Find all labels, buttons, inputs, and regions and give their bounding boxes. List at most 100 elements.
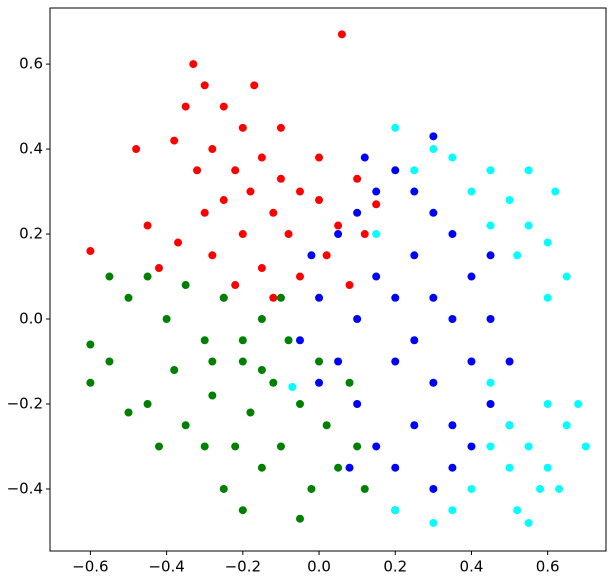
- point: [345, 378, 354, 387]
- point: [372, 442, 381, 451]
- point: [467, 442, 476, 451]
- point: [276, 293, 285, 302]
- point: [307, 484, 316, 493]
- point: [295, 336, 304, 345]
- y-tick-label: −0.4: [7, 479, 43, 497]
- point: [269, 293, 278, 302]
- point: [429, 293, 438, 302]
- point: [543, 293, 552, 302]
- point: [257, 315, 266, 324]
- point: [284, 230, 293, 239]
- point: [505, 196, 514, 205]
- point: [467, 187, 476, 196]
- point: [181, 281, 190, 290]
- point: [200, 336, 209, 345]
- point: [429, 518, 438, 527]
- point: [322, 421, 331, 430]
- point: [360, 484, 369, 493]
- point: [143, 272, 152, 281]
- point: [295, 187, 304, 196]
- point: [334, 463, 343, 472]
- point: [391, 506, 400, 515]
- y-tick-label: −0.2: [7, 394, 43, 412]
- point: [486, 442, 495, 451]
- point: [410, 251, 419, 260]
- point: [448, 315, 457, 324]
- x-tick-label: 0.0: [307, 558, 331, 576]
- point: [200, 208, 209, 217]
- x-tick-label: 0.6: [536, 558, 560, 576]
- point: [410, 336, 419, 345]
- point: [193, 166, 202, 175]
- point: [315, 293, 324, 302]
- point: [562, 421, 571, 430]
- point: [124, 408, 133, 417]
- point: [467, 357, 476, 366]
- point: [246, 408, 255, 417]
- point: [448, 506, 457, 515]
- point: [448, 153, 457, 162]
- point: [295, 514, 304, 523]
- point: [524, 166, 533, 175]
- y-tick-label: 0.2: [19, 225, 43, 243]
- point: [391, 357, 400, 366]
- point: [467, 484, 476, 493]
- point: [143, 221, 152, 230]
- point: [410, 421, 419, 430]
- point: [448, 463, 457, 472]
- point: [86, 378, 95, 387]
- x-tick-label: −0.2: [225, 558, 261, 576]
- point: [219, 196, 228, 205]
- point: [391, 123, 400, 132]
- point: [486, 315, 495, 324]
- point: [269, 378, 278, 387]
- point: [467, 272, 476, 281]
- point: [246, 187, 255, 196]
- point: [231, 442, 240, 451]
- y-tick-label: 0.6: [19, 55, 43, 73]
- point: [238, 123, 247, 132]
- point: [200, 81, 209, 90]
- point: [154, 442, 163, 451]
- point: [372, 272, 381, 281]
- x-tick-label: 0.4: [460, 558, 484, 576]
- point: [486, 221, 495, 230]
- point: [315, 196, 324, 205]
- plot-frame: [49, 7, 607, 552]
- point: [322, 251, 331, 260]
- point: [345, 281, 354, 290]
- point: [174, 238, 183, 247]
- point: [337, 30, 346, 39]
- point: [543, 463, 552, 472]
- x-tick-label: −0.6: [72, 558, 108, 576]
- point: [162, 315, 171, 324]
- point: [360, 153, 369, 162]
- point: [429, 378, 438, 387]
- point: [124, 293, 133, 302]
- point: [372, 200, 381, 209]
- point: [505, 421, 514, 430]
- point: [334, 230, 343, 239]
- point: [132, 145, 141, 154]
- point: [345, 463, 354, 472]
- point: [448, 421, 457, 430]
- point: [513, 506, 522, 515]
- point: [410, 166, 419, 175]
- point: [189, 60, 198, 69]
- point: [562, 272, 571, 281]
- point: [391, 166, 400, 175]
- point: [231, 166, 240, 175]
- point: [257, 366, 266, 374]
- y-tick-label: 0.4: [19, 140, 43, 158]
- point: [295, 272, 304, 281]
- point: [353, 315, 362, 324]
- point: [269, 208, 278, 217]
- point: [257, 463, 266, 472]
- point: [295, 399, 304, 408]
- point: [391, 463, 400, 472]
- x-tick-label: −0.4: [148, 558, 184, 576]
- point: [284, 336, 293, 345]
- point: [543, 399, 552, 408]
- point: [536, 484, 545, 493]
- point: [238, 336, 247, 345]
